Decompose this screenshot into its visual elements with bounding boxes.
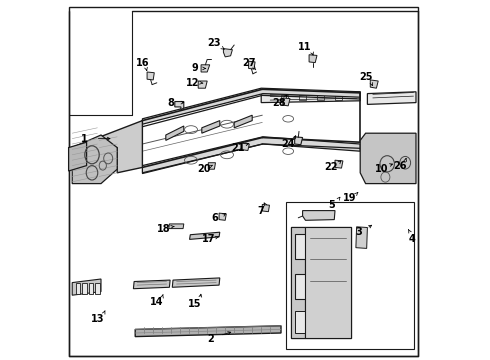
Polygon shape — [356, 227, 368, 248]
Polygon shape — [248, 61, 255, 69]
Text: 20: 20 — [197, 164, 210, 174]
Bar — [286, 202, 414, 349]
Text: 19: 19 — [343, 193, 356, 203]
Text: 4: 4 — [409, 234, 416, 244]
Polygon shape — [335, 160, 343, 168]
Text: 27: 27 — [242, 58, 255, 68]
Text: 5: 5 — [328, 200, 335, 210]
Text: 10: 10 — [375, 164, 389, 174]
Polygon shape — [147, 72, 154, 80]
Bar — [299, 95, 306, 100]
Polygon shape — [219, 213, 226, 220]
Polygon shape — [72, 279, 101, 295]
Text: 14: 14 — [150, 297, 164, 307]
Text: 17: 17 — [202, 234, 216, 244]
Text: 3: 3 — [355, 227, 362, 237]
Text: 26: 26 — [393, 161, 407, 171]
Polygon shape — [69, 142, 87, 171]
Polygon shape — [143, 137, 360, 173]
Bar — [335, 95, 342, 100]
Polygon shape — [169, 224, 184, 229]
Bar — [76, 283, 80, 294]
Polygon shape — [135, 326, 281, 337]
Polygon shape — [223, 49, 232, 57]
Polygon shape — [303, 211, 335, 220]
Text: 8: 8 — [168, 98, 174, 108]
Text: 22: 22 — [325, 162, 338, 172]
Text: 13: 13 — [91, 314, 104, 324]
Text: 21: 21 — [231, 143, 245, 153]
Text: 28: 28 — [272, 98, 286, 108]
Text: 1: 1 — [81, 134, 88, 144]
Text: 11: 11 — [297, 42, 311, 52]
Polygon shape — [242, 143, 249, 150]
Polygon shape — [208, 163, 216, 169]
Text: 6: 6 — [211, 213, 218, 223]
Polygon shape — [198, 81, 207, 88]
Polygon shape — [201, 65, 210, 72]
Text: 15: 15 — [188, 299, 201, 309]
Text: 12: 12 — [186, 78, 199, 88]
Polygon shape — [309, 55, 317, 63]
Text: 7: 7 — [258, 206, 265, 216]
Polygon shape — [175, 102, 184, 110]
Text: 23: 23 — [208, 38, 221, 48]
Polygon shape — [72, 121, 143, 173]
Polygon shape — [368, 92, 416, 104]
Polygon shape — [360, 133, 416, 184]
Polygon shape — [261, 92, 360, 103]
Polygon shape — [166, 126, 184, 140]
Bar — [294, 311, 305, 333]
Bar — [281, 95, 288, 100]
Text: 2: 2 — [207, 334, 214, 344]
Text: 9: 9 — [191, 63, 198, 73]
Polygon shape — [283, 98, 290, 106]
Bar — [82, 283, 87, 294]
Polygon shape — [370, 80, 378, 88]
Polygon shape — [291, 227, 351, 338]
Text: 24: 24 — [281, 139, 295, 149]
Polygon shape — [190, 232, 220, 239]
Bar — [294, 234, 315, 259]
Polygon shape — [202, 121, 220, 133]
Polygon shape — [305, 227, 351, 338]
Polygon shape — [72, 135, 117, 184]
Text: 25: 25 — [359, 72, 372, 82]
Bar — [317, 95, 324, 100]
Text: 16: 16 — [136, 58, 149, 68]
Polygon shape — [234, 115, 252, 128]
Bar — [89, 283, 93, 294]
Bar — [95, 283, 99, 294]
Text: 18: 18 — [157, 224, 171, 234]
Polygon shape — [262, 204, 270, 212]
Polygon shape — [133, 280, 170, 289]
Polygon shape — [294, 137, 303, 145]
Polygon shape — [143, 88, 360, 124]
Bar — [294, 274, 315, 299]
Polygon shape — [291, 227, 305, 338]
Polygon shape — [172, 278, 220, 287]
